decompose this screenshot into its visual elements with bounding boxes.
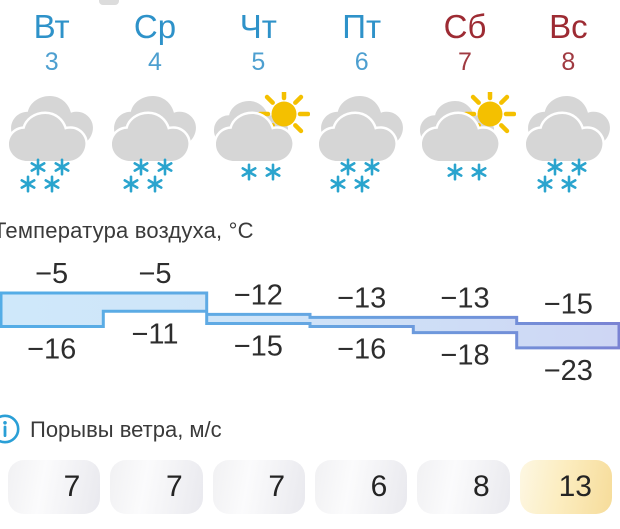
day-column-3[interactable]: Вт 3 [0, 6, 103, 77]
day-date: 5 [251, 48, 266, 76]
day-abbr: Вс [549, 8, 588, 45]
day-column-4[interactable]: Ср 4 [103, 6, 206, 77]
clouds-snow-icon [517, 96, 610, 193]
day-column-7[interactable]: Сб 7 [413, 6, 516, 77]
min-temp-label: −16 [337, 334, 386, 366]
wind-gust-pill: 8 [417, 460, 510, 514]
weather-icon-cell [207, 92, 310, 197]
wind-gust-pill-warning: 13 [519, 460, 612, 514]
temperature-chart: −5 −16 −5 −11 −12 −15 −13 −16 −13 −18 −15 −23 [0, 258, 620, 387]
min-temp-label: −23 [544, 355, 593, 387]
sun-clouds-snow-icon [207, 92, 310, 181]
weather-icon-cell [517, 92, 620, 197]
wind-gust-pill: 7 [8, 460, 101, 514]
day-date: 4 [148, 48, 162, 76]
weather-icons-row [0, 92, 620, 197]
day-abbr: Вт [33, 8, 70, 45]
wind-section-title: Порывы ветра, м/с [30, 417, 222, 442]
weather-icon-cell [103, 92, 206, 197]
day-abbr: Ср [133, 8, 177, 45]
min-temp-label: −15 [234, 331, 283, 363]
cut-element-artifact [99, 0, 119, 5]
wind-gust-value: 6 [370, 470, 388, 503]
info-icon[interactable] [0, 412, 28, 448]
weather-icon-cell [310, 92, 413, 197]
days-row: Вт 3 Ср 4 Чт 5 Пт 6 Сб 7 Вс 8 [0, 6, 620, 77]
sun-clouds-snow-icon [413, 92, 517, 181]
min-temp-label: −18 [440, 340, 489, 372]
snowflakes-icon [123, 158, 174, 193]
snowflakes-icon [537, 158, 587, 193]
temperature-band [0, 291, 620, 350]
weather-icon-cell [0, 92, 103, 197]
clouds-snow-icon [310, 96, 404, 193]
day-abbr: Пт [342, 8, 382, 45]
clouds-snow-icon [103, 96, 197, 193]
wind-gust-pill: 6 [315, 460, 408, 514]
snowflakes-icon [241, 163, 281, 181]
max-temp-label: −13 [440, 282, 489, 314]
wind-gust-value: 8 [472, 470, 490, 503]
clouds-snow-icon [0, 96, 94, 193]
wind-gust-pill: 7 [110, 460, 203, 514]
max-temp-label: −15 [544, 289, 593, 321]
day-column-8[interactable]: Вс 8 [517, 6, 620, 77]
wind-gust-value: 7 [268, 470, 285, 503]
day-abbr: Сб [443, 8, 487, 45]
day-column-6[interactable]: Пт 6 [310, 6, 413, 77]
day-date: 3 [44, 48, 59, 76]
max-temp-label: −5 [138, 258, 171, 290]
day-date: 6 [354, 48, 369, 76]
min-temp-label: −11 [131, 318, 178, 350]
day-date: 8 [561, 48, 576, 76]
max-temp-label: −12 [234, 279, 283, 311]
snowflakes-icon [20, 158, 70, 193]
wind-gusts-row: 7 7 7 6 8 13 [0, 460, 620, 514]
wind-gust-value: 7 [165, 470, 183, 503]
weather-icon-cell [413, 92, 517, 197]
day-abbr: Чт [239, 8, 277, 45]
min-temp-label: −16 [27, 334, 76, 366]
wind-section-header: Порывы ветра, м/с [0, 412, 620, 452]
max-temp-label: −13 [337, 282, 386, 314]
day-column-5[interactable]: Чт 5 [207, 6, 310, 77]
max-temp-label: −5 [35, 258, 68, 290]
wind-gust-value: 7 [63, 470, 81, 503]
snowflakes-icon [330, 158, 380, 193]
temperature-section-title: Температура воздуха, °C [0, 218, 254, 243]
wind-gust-pill: 7 [212, 460, 305, 514]
day-date: 7 [458, 48, 472, 76]
wind-gust-value: 13 [558, 470, 592, 503]
snowflakes-icon [447, 163, 488, 181]
